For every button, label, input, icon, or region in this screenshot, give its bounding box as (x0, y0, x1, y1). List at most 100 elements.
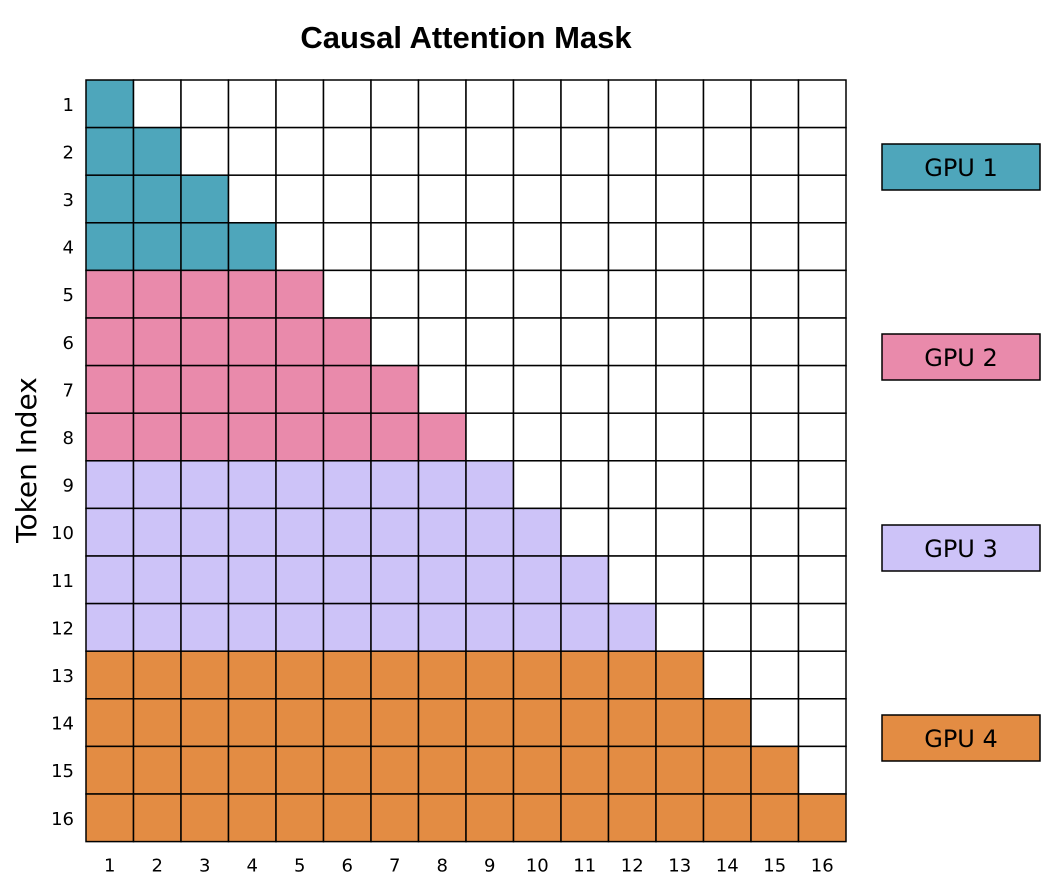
mask-cell-r9-c9 (465, 460, 515, 510)
mask-cell-r14-c9 (465, 698, 515, 748)
mask-cell-r10-c4 (227, 507, 277, 557)
mask-cell-r11-c5 (275, 555, 325, 605)
mask-grid (85, 79, 847, 843)
mask-cell-r5-c15 (750, 269, 800, 319)
mask-cell-r1-c3 (180, 79, 230, 129)
mask-cell-r10-c10 (512, 507, 562, 557)
mask-cell-r5-c10 (512, 269, 562, 319)
mask-cell-r3-c9 (465, 174, 515, 224)
mask-cell-r5-c16 (797, 269, 847, 319)
mask-cell-r9-c7 (370, 460, 420, 510)
diagram-title: Causal Attention Mask (300, 20, 632, 55)
mask-cell-r14-c4 (227, 698, 277, 748)
mask-cell-r10-c16 (797, 507, 847, 557)
mask-cell-r12-c6 (322, 602, 372, 652)
mask-cell-r13-c6 (322, 650, 372, 700)
mask-cell-r16-c7 (370, 793, 420, 843)
mask-cell-r14-c13 (655, 698, 705, 748)
mask-cell-r2-c8 (417, 126, 467, 176)
mask-cell-r3-c6 (322, 174, 372, 224)
mask-cell-r12-c4 (227, 602, 277, 652)
mask-cell-r4-c11 (560, 222, 610, 272)
mask-cell-r12-c3 (180, 602, 230, 652)
legend-item-gpu-2: GPU 2 (881, 333, 1041, 381)
mask-cell-r8-c10 (512, 412, 562, 462)
column-label: 12 (621, 856, 644, 877)
mask-cell-r10-c7 (370, 507, 420, 557)
mask-cell-r7-c11 (560, 364, 610, 414)
legend-label: GPU 4 (924, 725, 998, 753)
mask-cell-r15-c12 (607, 745, 657, 795)
mask-cell-r2-c4 (227, 126, 277, 176)
mask-cell-r5-c8 (417, 269, 467, 319)
mask-cell-r7-c10 (512, 364, 562, 414)
mask-cell-r13-c12 (607, 650, 657, 700)
legend-swatch (881, 524, 1041, 572)
mask-cell-r11-c7 (370, 555, 420, 605)
mask-cell-r7-c4 (227, 364, 277, 414)
mask-cell-r2-c9 (465, 126, 515, 176)
mask-cell-r5-c4 (227, 269, 277, 319)
mask-cell-r3-c5 (275, 174, 325, 224)
mask-cell-r16-c8 (417, 793, 467, 843)
mask-cell-r9-c1 (85, 460, 135, 510)
mask-cell-r16-c10 (512, 793, 562, 843)
mask-cell-r2-c13 (655, 126, 705, 176)
mask-cell-r2-c3 (180, 126, 230, 176)
mask-cell-r8-c8 (417, 412, 467, 462)
mask-cell-r9-c3 (180, 460, 230, 510)
mask-cell-r10-c11 (560, 507, 610, 557)
legend-item-gpu-1: GPU 1 (881, 143, 1041, 191)
mask-cell-r15-c2 (132, 745, 182, 795)
mask-cell-r5-c13 (655, 269, 705, 319)
mask-cell-r15-c5 (275, 745, 325, 795)
mask-cell-r4-c12 (607, 222, 657, 272)
mask-cell-r8-c15 (750, 412, 800, 462)
mask-cell-r1-c6 (322, 79, 372, 129)
mask-cell-r15-c14 (702, 745, 752, 795)
mask-cell-r6-c7 (370, 317, 420, 367)
column-label: 9 (484, 856, 495, 877)
mask-cell-r1-c14 (702, 79, 752, 129)
mask-cell-r16-c13 (655, 793, 705, 843)
row-label: 13 (51, 666, 74, 687)
row-label: 15 (51, 761, 74, 782)
mask-cell-r9-c5 (275, 460, 325, 510)
mask-cell-r16-c16 (797, 793, 847, 843)
mask-cell-r8-c4 (227, 412, 277, 462)
mask-cell-r16-c12 (607, 793, 657, 843)
mask-cell-r16-c11 (560, 793, 610, 843)
mask-cell-r6-c4 (227, 317, 277, 367)
row-label: 2 (63, 142, 74, 163)
mask-cell-r5-c5 (275, 269, 325, 319)
mask-cell-r6-c15 (750, 317, 800, 367)
mask-cell-r7-c1 (85, 364, 135, 414)
mask-cell-r7-c7 (370, 364, 420, 414)
mask-cell-r3-c16 (797, 174, 847, 224)
mask-cell-r4-c8 (417, 222, 467, 272)
mask-cell-r1-c5 (275, 79, 325, 129)
mask-cell-r4-c16 (797, 222, 847, 272)
mask-cell-r14-c1 (85, 698, 135, 748)
mask-cell-r15-c13 (655, 745, 705, 795)
row-label: 12 (51, 618, 74, 639)
mask-cell-r6-c5 (275, 317, 325, 367)
mask-cell-r3-c8 (417, 174, 467, 224)
mask-cell-r8-c6 (322, 412, 372, 462)
mask-cell-r1-c1 (85, 79, 135, 129)
mask-cell-r14-c10 (512, 698, 562, 748)
mask-cell-r3-c1 (85, 174, 135, 224)
mask-cell-r2-c6 (322, 126, 372, 176)
mask-cell-r9-c13 (655, 460, 705, 510)
mask-cell-r6-c12 (607, 317, 657, 367)
mask-cell-r12-c8 (417, 602, 467, 652)
legend-swatch (881, 143, 1041, 191)
mask-cell-r15-c11 (560, 745, 610, 795)
column-label: 10 (526, 856, 549, 877)
mask-cell-r11-c8 (417, 555, 467, 605)
legend-item-gpu-4: GPU 4 (881, 714, 1041, 762)
row-label: 9 (63, 476, 74, 497)
mask-cell-r10-c3 (180, 507, 230, 557)
mask-cell-r11-c13 (655, 555, 705, 605)
mask-cell-r2-c16 (797, 126, 847, 176)
